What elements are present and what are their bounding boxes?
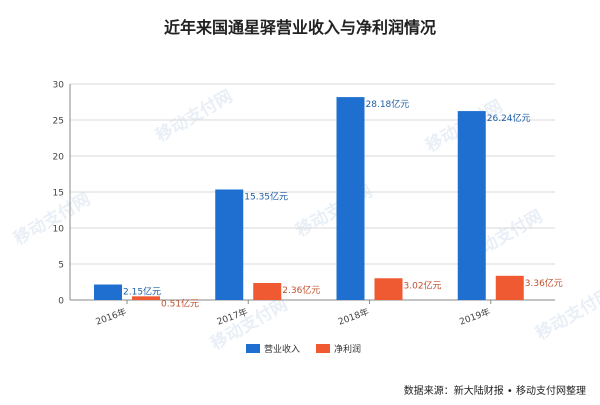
y-tick-label: 25 <box>53 117 64 127</box>
legend-swatch <box>246 344 260 353</box>
x-tick-label: 2016年 <box>94 306 128 328</box>
legend-label: 净利润 <box>334 343 361 355</box>
legend-label: 营业收入 <box>264 343 300 355</box>
y-tick-label: 15 <box>53 189 64 199</box>
bar-net-profit <box>495 275 524 300</box>
bar-revenue <box>215 189 244 300</box>
bar-net-profit <box>132 296 160 300</box>
bar-revenue <box>457 111 486 301</box>
watermark: 移动支付网 <box>152 86 236 147</box>
data-label: 0.51亿元 <box>161 297 199 309</box>
data-label: 3.36亿元 <box>525 277 563 289</box>
data-label: 2.36亿元 <box>282 284 320 296</box>
y-tick-label: 20 <box>53 153 65 163</box>
y-tick-label: 0 <box>58 297 64 307</box>
bar-net-profit <box>374 278 403 300</box>
bar-net-profit <box>253 283 282 300</box>
y-tick-label: 5 <box>58 261 64 271</box>
x-tick-label: 2019年 <box>458 306 492 328</box>
watermark: 移动支付网 <box>532 284 600 345</box>
bar-revenue <box>94 284 122 300</box>
x-tick-label: 2018年 <box>336 306 370 328</box>
y-tick-label: 10 <box>53 225 65 235</box>
data-label: 2.15亿元 <box>123 286 161 298</box>
data-label: 26.24亿元 <box>487 112 531 124</box>
data-label: 3.02亿元 <box>404 279 442 291</box>
legend-swatch <box>316 344 330 353</box>
data-label: 15.35亿元 <box>244 190 288 202</box>
source-note: 数据来源：新大陆财报 • 移动支付网整理 <box>403 386 586 397</box>
bar-revenue <box>336 97 365 300</box>
chart-title: 近年来国通星驿营业收入与净利润情况 <box>163 18 436 37</box>
y-tick-label: 30 <box>53 81 65 91</box>
data-label: 28.18亿元 <box>366 98 410 110</box>
